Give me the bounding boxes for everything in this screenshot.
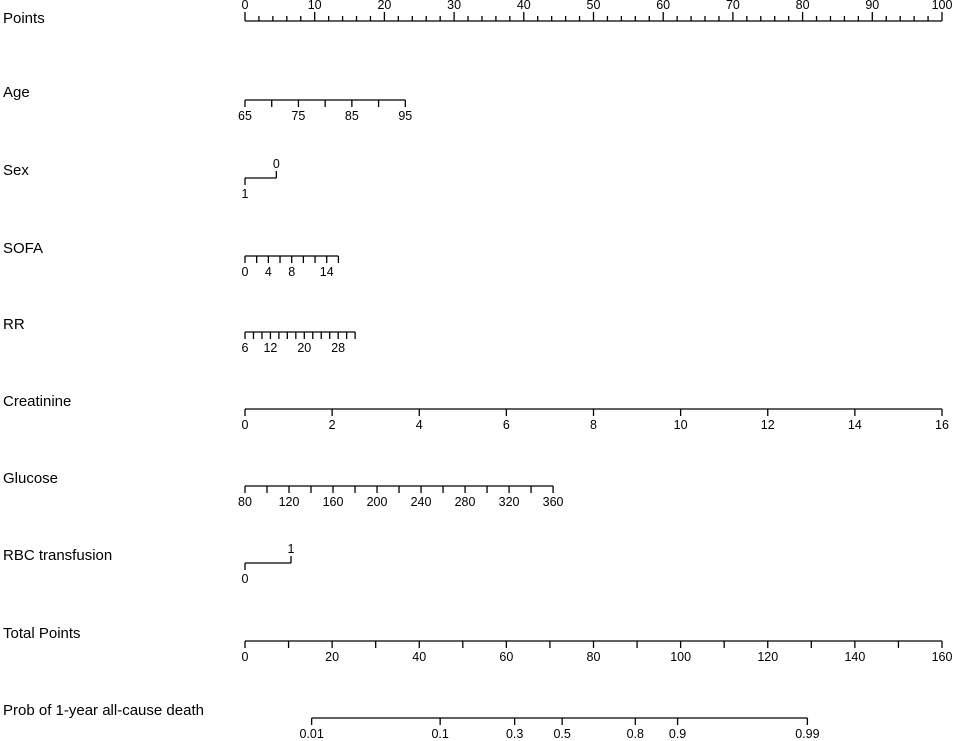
- sex-level-label: 1: [242, 187, 249, 201]
- total-tick-label: 40: [412, 650, 426, 664]
- glucose-tick-label: 200: [367, 495, 388, 509]
- sex-level-label: 0: [273, 157, 280, 171]
- total-tick-label: 60: [499, 650, 513, 664]
- points-tick-label: 50: [587, 0, 601, 12]
- prob-tick-label: 0.99: [795, 727, 819, 741]
- creatinine-tick-label: 16: [935, 418, 949, 432]
- prob-tick-label: 0.8: [627, 727, 644, 741]
- points-tick-label: 100: [932, 0, 953, 12]
- row-labels: Points Age Sex SOFA RR Creatinine Glucose RBC t…: [3, 10, 204, 719]
- axis-sofa: 0 4 8 14: [242, 255, 340, 279]
- creatinine-tick-label: 14: [848, 418, 862, 432]
- axis-glucose: 80 120 160 200 240 280 320 360: [238, 485, 564, 509]
- points-tick-label: 70: [726, 0, 740, 12]
- age-tick-label: 75: [291, 109, 305, 123]
- rbc-level-label: 1: [288, 542, 295, 556]
- row-label-prob: Prob of 1-year all-cause death: [3, 702, 204, 719]
- points-tick-label: 30: [447, 0, 461, 12]
- row-label-total: Total Points: [3, 625, 81, 642]
- creatinine-tick-label: 12: [761, 418, 775, 432]
- rr-tick-label: 28: [331, 341, 345, 355]
- row-label-creatinine: Creatinine: [3, 393, 71, 410]
- axis-age: 65 75 85 95: [238, 99, 412, 123]
- row-label-sex: Sex: [3, 162, 29, 179]
- creatinine-tick-label: 10: [674, 418, 688, 432]
- axis-total: 0 20 40 60 80 100 120 140 160: [242, 640, 953, 664]
- rr-tick-label: 12: [263, 341, 277, 355]
- points-tick-label: 20: [377, 0, 391, 12]
- glucose-tick-label: 120: [279, 495, 300, 509]
- glucose-tick-label: 240: [411, 495, 432, 509]
- glucose-tick-label: 280: [455, 495, 476, 509]
- creatinine-tick-label: 6: [503, 418, 510, 432]
- points-tick-label: 0: [242, 0, 249, 12]
- creatinine-tick-label: 2: [329, 418, 336, 432]
- creatinine-tick-label: 4: [416, 418, 423, 432]
- sofa-tick-label: 0: [242, 265, 249, 279]
- total-tick-label: 100: [670, 650, 691, 664]
- total-tick-label: 80: [587, 650, 601, 664]
- axis-rbc: 01: [242, 542, 295, 586]
- glucose-tick-label: 320: [499, 495, 520, 509]
- creatinine-tick-label: 0: [242, 418, 249, 432]
- axis-rr: 6 12 20 28: [242, 331, 356, 355]
- age-tick-label: 95: [398, 109, 412, 123]
- row-label-glucose: Glucose: [3, 470, 58, 487]
- points-tick-label: 80: [796, 0, 810, 12]
- rr-tick-label: 6: [242, 341, 249, 355]
- points-tick-label: 90: [865, 0, 879, 12]
- points-tick-label: 40: [517, 0, 531, 12]
- sofa-tick-label: 4: [265, 265, 272, 279]
- total-tick-label: 160: [932, 650, 953, 664]
- points-tick-label: 60: [656, 0, 670, 12]
- row-label-rr: RR: [3, 316, 25, 333]
- glucose-tick-label: 160: [323, 495, 344, 509]
- total-tick-label: 0: [242, 650, 249, 664]
- axis-points: 0 10 20 30 40 50 60 70 80 90 100: [242, 0, 953, 22]
- sofa-tick-label: 8: [288, 265, 295, 279]
- axis-sex: 10: [242, 157, 280, 201]
- prob-tick-label: 0.5: [553, 727, 570, 741]
- glucose-tick-label: 360: [543, 495, 564, 509]
- rr-tick-label: 20: [297, 341, 311, 355]
- row-label-sofa: SOFA: [3, 240, 43, 257]
- prob-tick-label: 0.1: [431, 727, 448, 741]
- row-label-rbc: RBC transfusion: [3, 547, 112, 564]
- total-tick-label: 140: [844, 650, 865, 664]
- row-label-age: Age: [3, 84, 30, 101]
- rbc-level-label: 0: [242, 572, 249, 586]
- creatinine-tick-label: 8: [590, 418, 597, 432]
- prob-tick-label: 0.3: [506, 727, 523, 741]
- glucose-tick-label: 80: [238, 495, 252, 509]
- total-tick-label: 20: [325, 650, 339, 664]
- prob-tick-label: 0.9: [669, 727, 686, 741]
- points-tick-label: 10: [308, 0, 322, 12]
- row-label-points: Points: [3, 10, 45, 27]
- total-tick-label: 120: [757, 650, 778, 664]
- age-tick-label: 85: [345, 109, 359, 123]
- axis-prob: 0.01 0.1 0.3 0.5 0.8 0.9 0.99: [299, 717, 820, 741]
- prob-tick-label: 0.01: [299, 727, 323, 741]
- sofa-tick-label: 14: [320, 265, 334, 279]
- age-tick-label: 65: [238, 109, 252, 123]
- axis-creatinine: 0 2 4 6 8 10 12 14 16: [242, 408, 949, 432]
